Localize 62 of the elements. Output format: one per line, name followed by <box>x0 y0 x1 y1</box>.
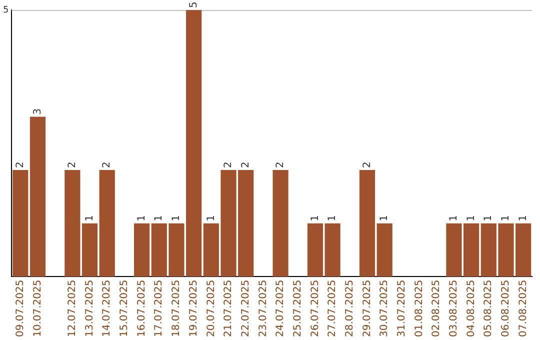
data-label: 5 <box>188 2 200 8</box>
x-tick-label: 23.07.2025 <box>258 280 269 338</box>
bar <box>12 170 28 277</box>
bar <box>64 170 80 277</box>
x-tick-label: 26.07.2025 <box>310 280 321 338</box>
data-label: 1 <box>500 215 512 222</box>
data-label: 1 <box>84 215 96 222</box>
x-tick-label: 20.07.2025 <box>206 280 217 338</box>
bar <box>359 170 376 277</box>
bar <box>324 223 340 277</box>
x-tick-label: 02.08.2025 <box>431 280 442 338</box>
x-tick-label: 19.07.2025 <box>188 280 200 338</box>
data-label: 2 <box>223 162 234 168</box>
data-label: 1 <box>448 215 460 222</box>
x-tick-label: 15.07.2025 <box>119 280 130 338</box>
x-tick-label: 10.07.2025 <box>32 280 44 338</box>
data-label: 3 <box>32 108 44 115</box>
x-tick-label: 22.07.2025 <box>240 280 252 338</box>
bar <box>272 170 288 277</box>
x-tick-label: 24.07.2025 <box>275 280 286 338</box>
data-label: 1 <box>483 215 494 222</box>
bar <box>30 116 46 277</box>
data-label: 1 <box>136 215 148 222</box>
data-label: 2 <box>240 162 252 168</box>
x-tick-label: 01.08.2025 <box>414 280 425 338</box>
bar <box>82 223 98 277</box>
x-tick-label: 31.07.2025 <box>396 280 408 338</box>
bar <box>376 223 392 277</box>
data-label: 1 <box>206 215 217 222</box>
data-label: 1 <box>310 215 321 222</box>
x-tick-label: 30.07.2025 <box>379 280 390 338</box>
bar <box>307 223 324 277</box>
data-label: 1 <box>379 215 390 222</box>
x-tick-label: 25.07.2025 <box>292 280 304 338</box>
x-tick-label: 04.08.2025 <box>466 280 477 338</box>
data-label: 2 <box>275 162 286 168</box>
data-label: 2 <box>67 162 78 168</box>
data-label: 2 <box>102 162 113 168</box>
data-label: 2 <box>362 162 373 168</box>
x-tick-label: 13.07.2025 <box>84 280 96 338</box>
data-label: 1 <box>466 215 477 222</box>
x-tick-label: 21.07.2025 <box>223 280 234 338</box>
x-tick-label: 18.07.2025 <box>171 280 182 338</box>
x-tick-label: 17.07.2025 <box>154 280 165 338</box>
x-tick-label: 09.07.2025 <box>14 280 26 338</box>
x-tick-label: 12.07.2025 <box>67 280 78 338</box>
x-tick-label: 05.08.2025 <box>483 280 494 338</box>
bar <box>134 223 150 277</box>
data-label: 1 <box>154 215 165 222</box>
bar <box>99 170 115 277</box>
data-label: 1 <box>327 215 338 222</box>
x-tick-label: 29.07.2025 <box>362 280 373 338</box>
x-tick-label: 03.08.2025 <box>448 280 460 338</box>
x-tick-label: 27.07.2025 <box>327 280 338 338</box>
x-tick-label: 16.07.2025 <box>136 280 148 338</box>
x-tick-label: 07.08.2025 <box>518 280 529 338</box>
data-label: 1 <box>171 215 182 222</box>
x-tick-label: 14.07.2025 <box>102 280 113 338</box>
data-label: 2 <box>14 162 26 168</box>
x-tick-label: 28.07.2025 <box>344 280 356 338</box>
x-tick-label: 06.08.2025 <box>500 280 512 338</box>
data-label: 1 <box>518 215 529 222</box>
